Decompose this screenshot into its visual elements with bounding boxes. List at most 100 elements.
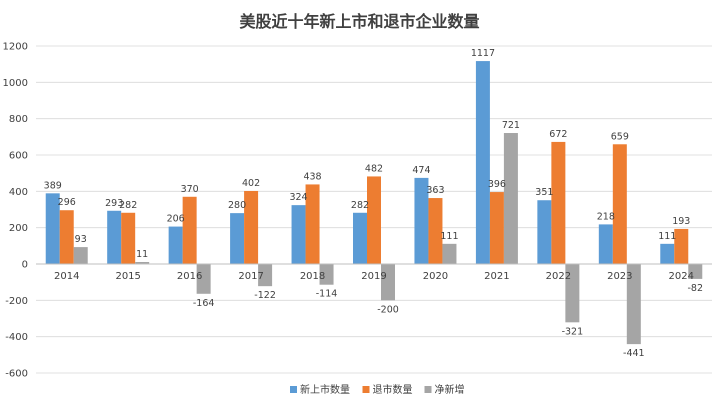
data-label: -114 [316,289,338,300]
x-tick-label: 2015 [115,271,140,282]
bar [59,210,74,264]
bar [674,228,689,264]
data-label: -441 [623,348,645,359]
y-tick-label: 0 [22,260,28,271]
data-label: 282 [119,200,137,211]
data-label: 206 [167,214,185,225]
y-tick-label: -200 [5,296,28,307]
bar [135,262,150,264]
bar [381,264,395,301]
data-label: -164 [193,298,215,309]
data-label: 111 [440,231,458,242]
x-tick-label: 2023 [607,271,632,282]
bar [353,212,367,264]
x-tick-label: 2019 [361,271,386,282]
y-tick-label: 1200 [3,42,28,53]
data-label: 296 [58,197,76,208]
legend-swatch [362,386,370,393]
legend-label: 净新增 [435,383,465,396]
data-label: 111 [658,231,676,242]
legend-swatch [290,386,297,393]
bar [258,264,273,287]
axes: -600 -400 -200 0 200 400 600 800 1000 1200 2014 201… [3,42,712,380]
x-tick-label: 2014 [54,271,79,282]
x-tick-label: 2021 [484,271,509,282]
data-label: 659 [611,131,629,142]
data-label: 324 [289,192,307,203]
bar [244,190,259,264]
data-label: -122 [254,290,276,301]
data-label: 474 [412,165,430,176]
bar [428,198,443,264]
data-label: 282 [351,200,369,211]
data-label: 293 [105,198,123,209]
bar [319,264,334,285]
data-label: 93 [75,234,87,245]
data-label: 11 [136,249,148,260]
data-label: -82 [688,283,704,294]
bar [626,264,641,345]
bar [121,212,136,264]
y-tick-label: 600 [9,151,28,162]
data-label: -321 [562,326,584,337]
bar [168,226,183,264]
data-label: 402 [242,178,260,189]
bar [598,224,613,264]
data-label: 370 [181,184,199,195]
bar [107,210,122,264]
data-label: 193 [672,216,690,227]
y-tick-label: -400 [5,332,28,343]
data-label: 280 [228,200,246,211]
bar [489,192,504,264]
y-tick-label: -600 [5,369,28,380]
bar [660,243,675,264]
bar [305,184,320,264]
data-labels: 3892969329328211206370-164280402-1223244… [44,48,703,359]
data-label: 389 [44,180,62,191]
bar [551,141,566,264]
data-label: 672 [549,129,567,140]
data-label: 351 [535,187,553,198]
chart-title: 美股近十年新上市和退市企业数量 [239,12,480,31]
bar [367,176,381,264]
y-tick-label: 800 [9,114,28,125]
data-label: -200 [377,304,399,315]
y-tick-label: 400 [9,187,28,198]
bar [73,247,88,264]
data-label: 363 [426,185,444,196]
bar [688,264,703,279]
bar [537,200,552,264]
y-tick-label: 1000 [3,78,28,89]
legend-label: 新上市数量 [300,383,350,396]
bar [475,61,490,264]
data-label: 482 [365,163,383,174]
bars [45,61,703,345]
x-tick-label: 2024 [669,271,694,282]
bar [442,243,457,264]
bar [291,205,306,264]
x-tick-label: 2020 [423,271,448,282]
bar [182,196,197,264]
bar [612,144,627,264]
legend: 新上市数量 退市数量 净新增 [290,383,465,396]
bar [230,213,245,264]
x-tick-label: 2022 [546,271,571,282]
bar [45,193,60,264]
bar [503,133,518,264]
x-tick-label: 2018 [300,271,325,282]
bar [414,177,429,264]
x-tick-label: 2017 [238,271,263,282]
y-tick-label: 200 [9,223,28,234]
bar [196,264,211,294]
data-label: 1117 [471,48,495,59]
legend-swatch [424,386,432,393]
data-label: 218 [597,211,615,222]
legend-label: 退市数量 [373,383,413,396]
bar [565,264,580,323]
data-label: 721 [502,120,520,131]
x-tick-label: 2016 [177,271,202,282]
data-label: 396 [488,179,506,190]
data-label: 438 [303,171,321,182]
